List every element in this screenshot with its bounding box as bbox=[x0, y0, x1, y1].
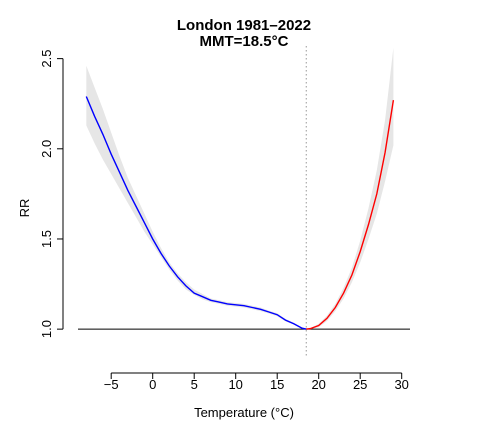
x-axis-label: Temperature (°C) bbox=[194, 405, 294, 420]
y-tick-label: 2.0 bbox=[39, 140, 54, 158]
chart-subtitle: MMT=18.5°C bbox=[200, 33, 289, 50]
y-tick-label: 1.0 bbox=[39, 320, 54, 338]
y-axis-label: RR bbox=[17, 199, 32, 218]
chart-title: London 1981–2022 bbox=[177, 17, 311, 34]
x-tick-label: 5 bbox=[191, 377, 198, 392]
y-tick-label: 1.5 bbox=[39, 230, 54, 248]
x-tick-label: 0 bbox=[149, 377, 156, 392]
ci-band-heat bbox=[306, 47, 394, 330]
x-tick-label: 20 bbox=[311, 377, 325, 392]
series-line-cold bbox=[85, 96, 307, 330]
x-tick-label: 10 bbox=[228, 377, 242, 392]
ci-band-cold bbox=[86, 65, 307, 330]
plot-area: −5 0 5 10 15 20 25 30 1.0 1.5 2.0 2.5 bbox=[39, 46, 410, 392]
x-tick-label: 15 bbox=[270, 377, 284, 392]
x-tick-label: 30 bbox=[394, 377, 408, 392]
x-tick-label: −5 bbox=[104, 377, 119, 392]
y-tick-label: 2.5 bbox=[39, 50, 54, 68]
series-line-heat bbox=[306, 99, 395, 330]
x-tick-label: 25 bbox=[353, 377, 367, 392]
